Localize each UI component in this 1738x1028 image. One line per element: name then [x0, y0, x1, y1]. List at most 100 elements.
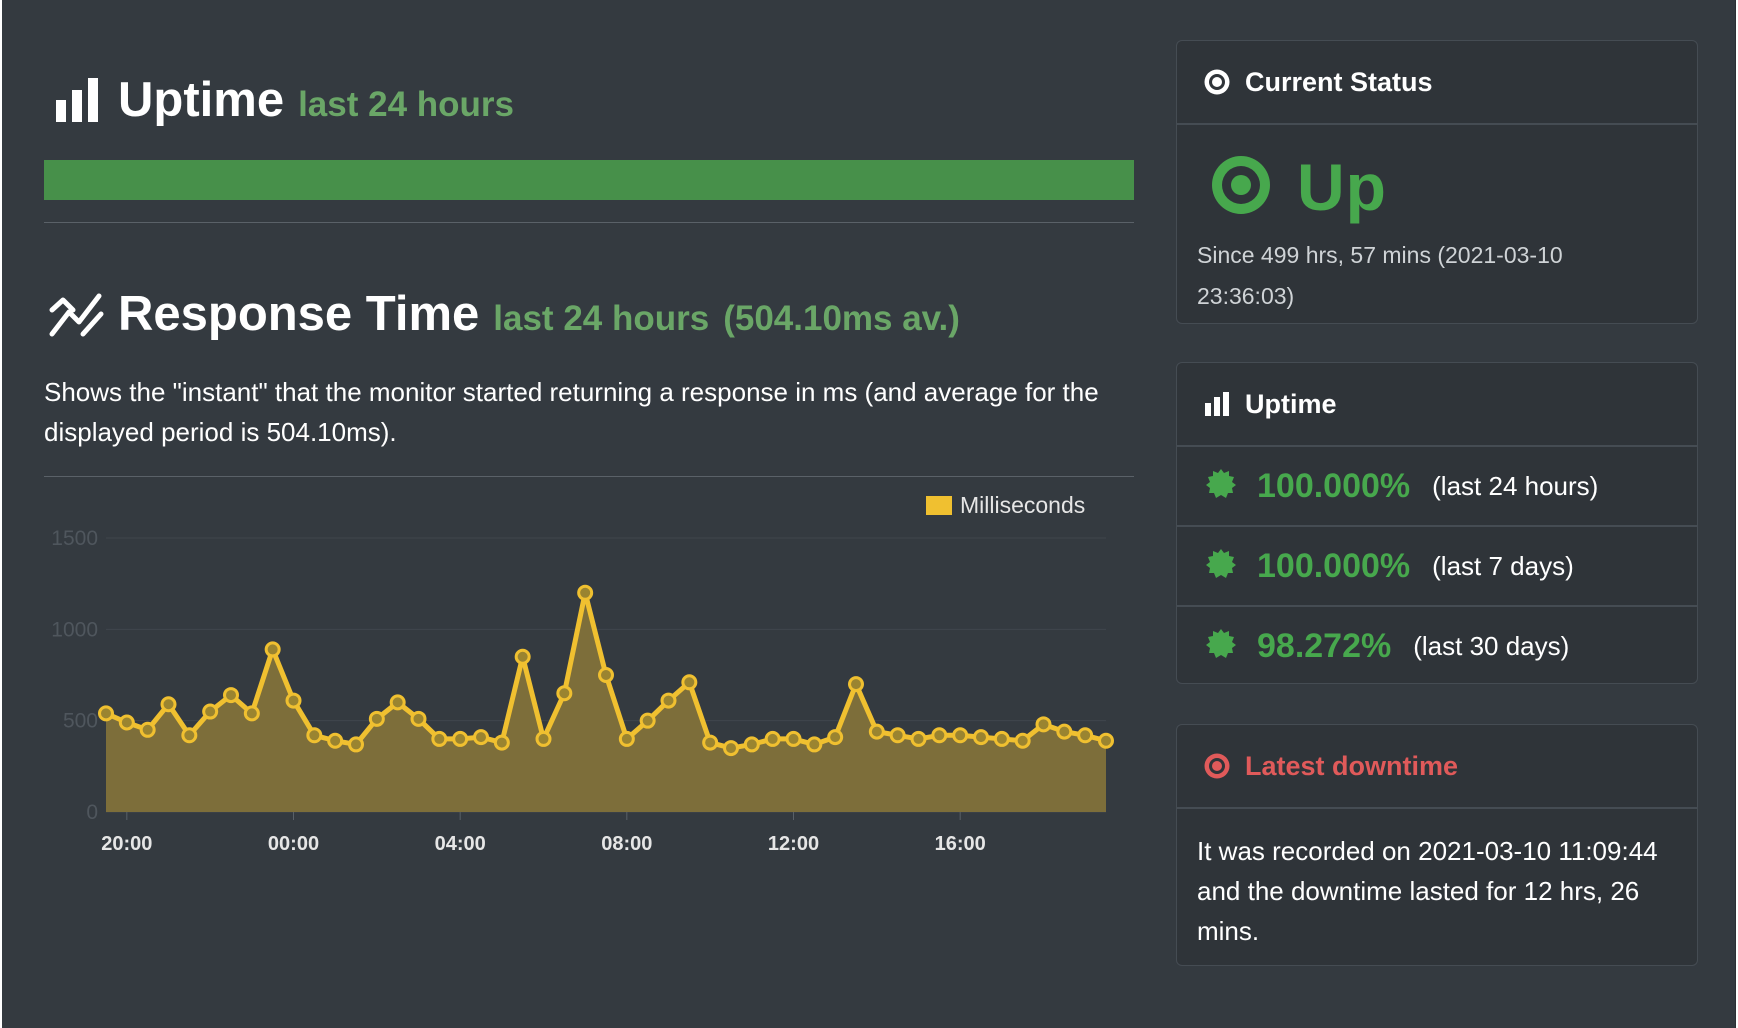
x-tick-label: 12:00 [768, 833, 819, 855]
data-point [639, 712, 656, 729]
uptime-period: (last 7 days) [1432, 550, 1574, 581]
certificate-icon [1205, 628, 1237, 665]
bar-chart-icon [56, 78, 98, 122]
latest-downtime-card: Latest downtime It was recorded on 2021-… [1176, 724, 1698, 966]
status-since: Since 499 hrs, 57 mins (2021-03-10 23:36… [1197, 242, 1563, 309]
data-point [118, 714, 135, 731]
data-point [764, 730, 781, 747]
data-point [1077, 727, 1094, 744]
response-heading: Response Time last 24 hours (504.10ms av… [94, 286, 960, 346]
data-point [243, 705, 260, 722]
data-point [223, 687, 239, 704]
divider [44, 476, 1134, 477]
data-point [827, 729, 844, 746]
response-subtitle: last 24 hours [493, 299, 710, 338]
y-tick-label: 500 [63, 710, 98, 733]
status-indicator: Up [1211, 150, 1677, 224]
uptime-percent: 100.000% [1257, 466, 1411, 505]
response-title: Response Time [118, 287, 480, 341]
data-point [452, 730, 469, 747]
data-point [598, 667, 614, 683]
data-point [848, 676, 864, 693]
certificate-icon [1205, 468, 1237, 505]
latest-downtime-text: It was recorded on 2021-03-10 11:09:44 a… [1197, 836, 1658, 946]
uptime-period: (last 30 days) [1413, 630, 1570, 661]
data-point [348, 736, 364, 753]
data-point [973, 729, 989, 746]
data-point [785, 730, 802, 747]
dot-circle-icon [1203, 752, 1231, 780]
data-point [931, 727, 948, 744]
legend-label: Milliseconds [960, 492, 1085, 518]
dot-circle-icon [1211, 155, 1271, 220]
current-status-header: Current Status [1177, 41, 1697, 125]
data-point [681, 674, 698, 691]
data-point [202, 703, 219, 720]
uptime-percent: 98.272% [1257, 626, 1392, 665]
data-point [98, 705, 114, 722]
data-point [368, 710, 385, 727]
x-tick-label: 08:00 [601, 833, 652, 855]
uptime-card: Uptime 100.000% (last 24 hours) 100.000%… [1176, 362, 1698, 684]
data-point [952, 727, 969, 744]
data-point [806, 736, 823, 753]
series-area [106, 592, 1106, 812]
data-point [743, 736, 760, 753]
latest-downtime-title: Latest downtime [1245, 750, 1459, 781]
data-point [160, 696, 177, 713]
data-point [493, 734, 510, 751]
uptime-row: 100.000% (last 7 days) [1177, 527, 1697, 607]
legend-swatch [926, 496, 952, 515]
data-point [514, 648, 531, 665]
response-time-chart-svg: 0 500 1000 1500 20:00 00:00 04:00 08:00 12:00 16:… [51, 492, 1114, 855]
data-point [702, 734, 719, 751]
y-tick-label: 1500 [51, 527, 98, 550]
uptime-title: Uptime [118, 73, 285, 127]
response-average: (504.10ms av.) [723, 299, 960, 338]
dot-circle-icon [1203, 68, 1231, 96]
uptime-row: 98.272% (last 30 days) [1177, 607, 1697, 685]
uptime-percent: 100.000% [1257, 546, 1411, 585]
data-point [1014, 732, 1031, 749]
y-tick-label: 0 [86, 801, 98, 824]
uptime-row: 100.000% (last 24 hours) [1177, 447, 1697, 527]
data-point [910, 730, 927, 747]
data-point [285, 692, 302, 709]
current-status-title: Current Status [1245, 66, 1433, 97]
current-status-body: Up Since 499 hrs, 57 mins (2021-03-10 23… [1177, 125, 1697, 317]
data-point [1056, 723, 1073, 740]
data-point [410, 710, 427, 727]
y-tick-label: 1000 [51, 618, 98, 641]
data-point [327, 732, 344, 749]
data-point [1098, 732, 1114, 749]
data-point [577, 584, 594, 601]
data-point [389, 694, 406, 711]
data-point [993, 730, 1010, 747]
uptime-subtitle: last 24 hours [298, 85, 514, 124]
uptime-card-title: Uptime [1245, 388, 1337, 419]
data-point [431, 730, 448, 747]
data-point [535, 730, 552, 747]
uptime-bar [44, 160, 1134, 200]
data-point [889, 727, 906, 744]
data-point [139, 721, 156, 738]
data-point [181, 727, 198, 744]
x-tick-label: 04:00 [435, 833, 486, 855]
data-point [306, 727, 323, 744]
line-chart-icon [49, 293, 104, 337]
data-point [660, 692, 677, 709]
data-point [868, 723, 885, 740]
x-tick-label: 16:00 [935, 833, 986, 855]
uptime-card-header: Uptime [1177, 363, 1697, 447]
uptime-heading: Uptime last 24 hours [94, 72, 514, 132]
x-tick-label: 00:00 [268, 833, 319, 855]
divider [44, 222, 1134, 223]
response-time-chart: 0 500 1000 1500 20:00 00:00 04:00 08:00 12:00 16:… [44, 478, 1134, 878]
current-status-card: Current Status Up Since 499 hrs, 57 mins… [1176, 40, 1698, 324]
certificate-icon [1205, 548, 1237, 585]
data-point [556, 685, 573, 702]
status-text: Up [1297, 150, 1387, 224]
data-point [264, 641, 281, 658]
data-point [723, 740, 739, 757]
